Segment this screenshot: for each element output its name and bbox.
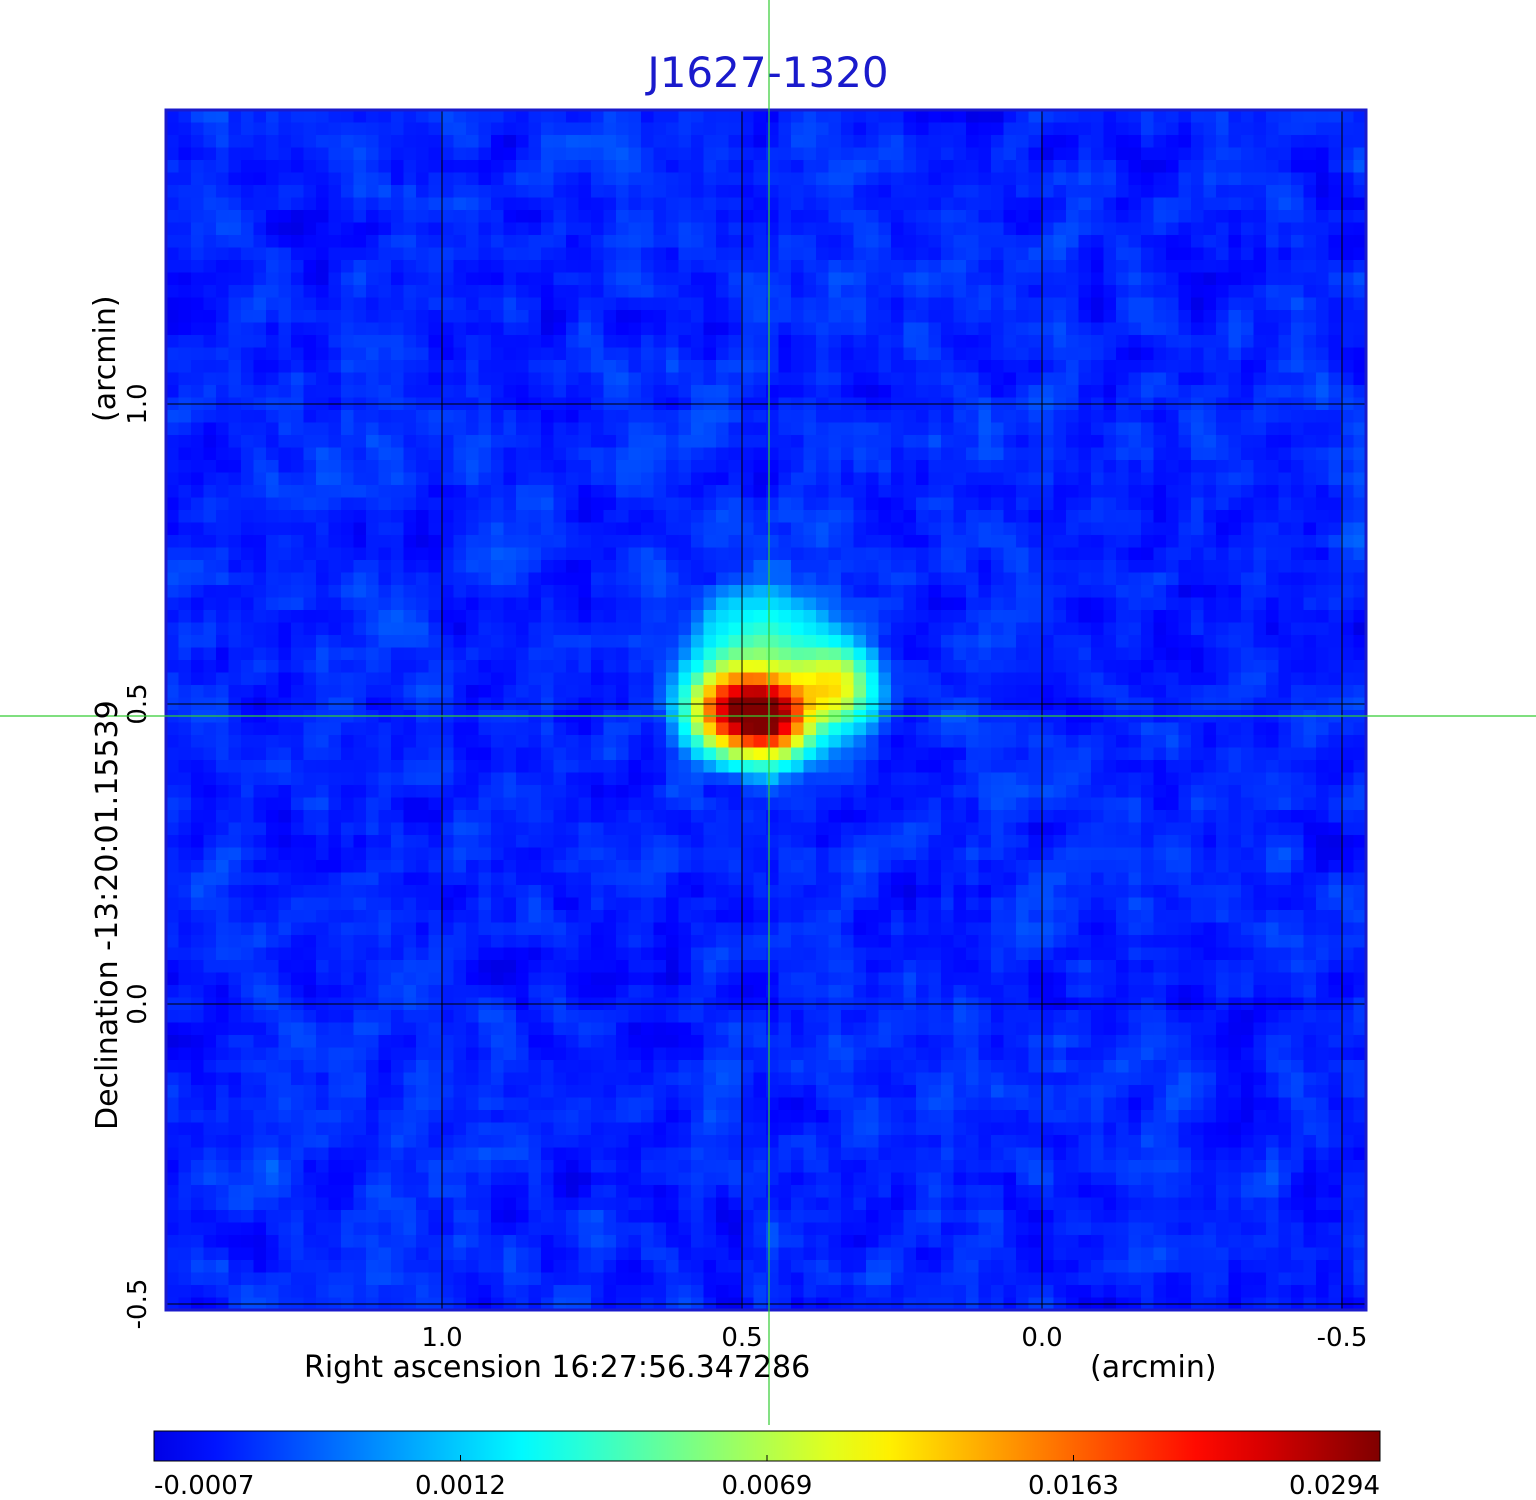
x-axis-unit: (arcmin)	[1090, 1350, 1217, 1385]
colorbar-tick-label: 0.0012	[415, 1471, 506, 1500]
colorbar-tick-label: 0.0294	[1289, 1471, 1380, 1500]
heatmap-cells	[166, 110, 1367, 1311]
colorbar-tick-label: 0.0069	[722, 1471, 813, 1500]
x-tick-label: 0.0	[1021, 1323, 1062, 1353]
chart-title: J1627-1320	[647, 48, 889, 97]
y-axis-label: Declination -13:20:01.15539	[90, 700, 125, 1130]
x-tick-label: 1.0	[421, 1323, 462, 1353]
y-tick-label: -0.5	[123, 1279, 153, 1330]
x-tick-label: -0.5	[1317, 1323, 1368, 1353]
x-tick-label: 0.5	[721, 1323, 762, 1353]
y-tick-label: 0.5	[123, 683, 153, 724]
colorbar-tick-label: -0.0007	[154, 1471, 254, 1500]
plot-frame	[164, 108, 1368, 1312]
y-axis-unit: (arcmin)	[88, 295, 123, 422]
x-axis-label: Right ascension 16:27:56.347286	[304, 1350, 811, 1385]
y-tick-label: 0.0	[123, 983, 153, 1024]
colorbar-tick-label: 0.0163	[1028, 1471, 1119, 1500]
y-tick-label: 1.0	[123, 383, 153, 424]
